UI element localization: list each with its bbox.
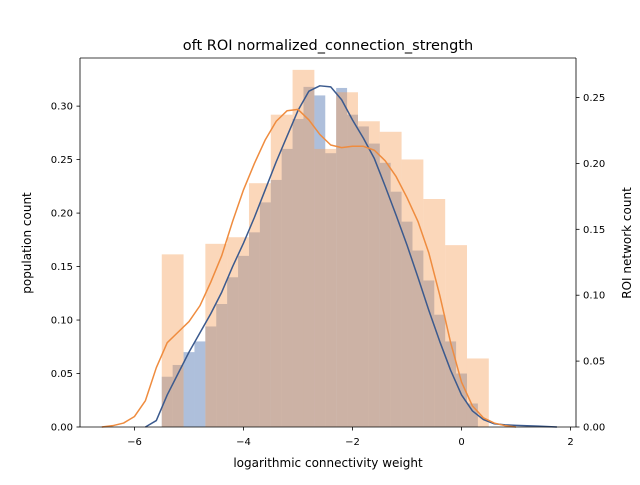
y2-tick-label: 0.15 <box>583 225 605 236</box>
series-1-bar <box>205 326 217 427</box>
y-tick-label: 0.10 <box>51 316 73 327</box>
series-1-bar <box>238 255 249 427</box>
y2-tick-label: 0.00 <box>583 423 605 434</box>
series-1-bar <box>412 250 424 427</box>
y2-tick-label: 0.25 <box>583 93 605 104</box>
y-tick-label: 0.15 <box>51 262 73 273</box>
series-1-bars <box>161 86 478 428</box>
series-1-bar <box>183 352 195 427</box>
series-1-bar <box>379 162 391 427</box>
series-2-bar <box>466 358 489 427</box>
y-tick-label: 0.00 <box>51 423 73 434</box>
series-2-bar <box>270 114 293 428</box>
y-tick-label: 0.05 <box>51 369 73 380</box>
series-1-bar <box>368 143 380 427</box>
series-2-bar <box>314 148 337 427</box>
axes-frame <box>79 57 577 428</box>
x-axis-label: logarithmic connectivity weight <box>233 456 423 470</box>
series-1-bar <box>401 221 413 427</box>
y-tick-label: 0.30 <box>51 102 73 113</box>
series-1-bar <box>445 341 457 427</box>
series-1-bar <box>270 179 282 427</box>
series-2-bar <box>205 243 228 427</box>
y2-tick-label: 0.20 <box>583 159 605 170</box>
x-tick-label: 2 <box>567 437 573 448</box>
series-2-bar <box>401 159 424 428</box>
y-tick-label: 0.20 <box>51 209 73 220</box>
chart-title: oft ROI normalized_connection_strength <box>183 38 473 54</box>
series-1-bar <box>194 341 206 427</box>
series-2-bars <box>161 69 489 428</box>
x-tick-label: −2 <box>345 437 360 448</box>
series-1-bar <box>227 277 239 427</box>
series-1-bar <box>466 403 478 427</box>
series-1-bar <box>423 280 435 427</box>
series-1-bar <box>259 202 271 427</box>
series-1-bar <box>434 314 446 427</box>
series-1-bar <box>216 304 228 427</box>
series-2-bar <box>423 199 446 427</box>
y-axis-label: population count <box>20 192 34 294</box>
series-2-kde-line <box>101 108 517 428</box>
series-2-bar <box>336 92 358 427</box>
y2-tick-label: 0.10 <box>583 291 605 302</box>
series-1-bar <box>456 373 467 427</box>
x-tick-label: 0 <box>458 437 464 448</box>
series-1-bar <box>390 191 402 427</box>
series-1-bar <box>161 376 173 427</box>
series-1-bar <box>336 87 348 427</box>
series-2-bar <box>292 69 315 428</box>
x-tick-label: −4 <box>236 437 251 448</box>
series-1-bar <box>292 118 304 427</box>
series-1-bar <box>325 153 337 427</box>
series-1-kde-line <box>145 85 557 428</box>
series-1-bar <box>347 114 358 427</box>
series-2-bar <box>357 121 380 427</box>
series-2-bar <box>379 131 402 428</box>
x-tick-label: −6 <box>127 437 142 448</box>
series-1-bar <box>172 364 184 427</box>
y-tick-label: 0.25 <box>51 155 73 166</box>
series-2-bar <box>227 237 249 427</box>
series-1-bar <box>303 86 315 427</box>
series-1-bar <box>281 148 293 427</box>
y2-axis-label: ROI network count <box>620 187 634 299</box>
y2-tick-label: 0.05 <box>583 357 605 368</box>
kde-curves <box>101 85 557 428</box>
series-2-bar <box>248 183 271 427</box>
series-1-bar <box>314 95 326 428</box>
series-1-bar <box>248 232 260 427</box>
y2-axis-ticks: 0.00 0.05 0.10 0.15 0.20 0.25 <box>576 93 605 434</box>
y-axis-ticks: 0.00 0.05 0.10 0.15 0.20 0.25 0.30 <box>51 102 80 434</box>
x-axis-ticks: −6 −4 −2 0 2 <box>127 427 574 448</box>
series-2-bar <box>161 254 184 427</box>
series-1-bar <box>357 126 369 427</box>
